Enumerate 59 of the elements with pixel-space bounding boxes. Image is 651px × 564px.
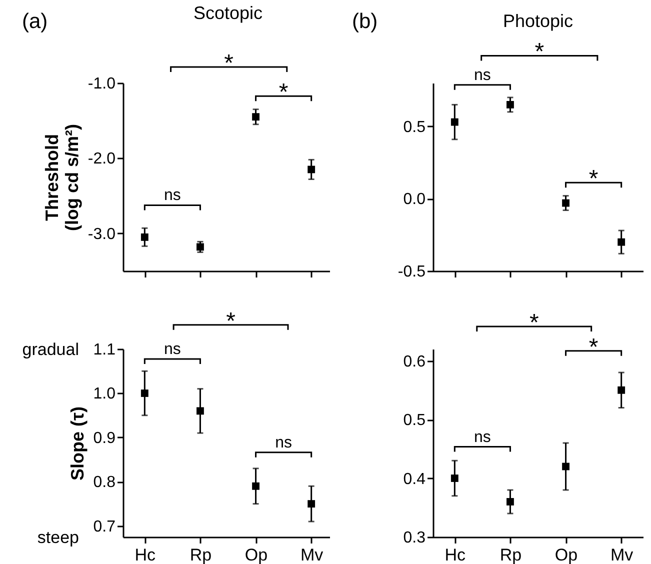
y-axis-title: Slope (τ) [67,406,88,481]
annotation: ns [474,428,491,446]
y-tick-label: 0.9 [93,430,116,447]
y-tick-label: 0.7 [93,518,116,536]
text: * [529,309,539,336]
y-tick-label: -2.0 [88,150,116,168]
point [308,500,316,508]
text: (a) [22,10,48,33]
y-tick-label: -1.0 [88,76,116,92]
annotation: ns [164,340,181,358]
point [308,166,316,174]
point [140,390,148,397]
annotation: * [588,166,598,193]
chart-title: Scotopic [193,3,263,23]
point [618,386,626,394]
y-tick-label: 0.3 [403,530,426,546]
x-tick-label: Rp [500,546,522,564]
text: gradual [22,340,79,359]
text: (b) [352,10,378,33]
point [140,233,148,241]
text: * [534,38,544,66]
point [196,243,204,251]
point [252,482,260,490]
point [450,118,458,126]
y-tick-label: 0.5 [403,412,426,429]
y-tick-label: 0.5 [403,118,426,136]
annotation: * [278,79,288,106]
annotation: ns [275,434,292,452]
y-tick-label: 0.0 [403,191,426,208]
annotation: * [588,334,598,361]
text: steep [37,528,79,547]
text: * [224,50,234,78]
y-tick-label: -0.5 [398,264,426,280]
y-axis-title: Threshold (log cd s/m²) [42,124,82,231]
x-tick-label: Op [244,546,268,564]
y-tick-label: 1.0 [93,386,116,403]
y-tick-label: 0.4 [403,470,426,488]
y-tick-label: 0.8 [93,474,116,492]
point [450,474,458,482]
x-tick-label: Mv [300,546,324,564]
annotation: ns [474,66,491,84]
x-tick-label: Mv [610,546,634,564]
point [252,113,260,121]
point [618,238,626,246]
y-tick-label: 1.1 [93,342,116,358]
point [506,498,514,506]
point [562,462,570,470]
point [196,407,204,415]
x-tick-label: Hc [134,546,156,564]
point [562,199,570,207]
y-tick-label: 0.6 [403,353,426,370]
x-tick-label: Rp [190,546,212,564]
chart-title: Photopic [502,11,574,31]
text: * [226,308,236,335]
x-tick-label: Op [554,546,578,564]
point [506,100,514,108]
y-tick-label: -3.0 [88,226,116,243]
x-tick-label: Hc [444,546,466,564]
annotation: ns [164,187,181,204]
